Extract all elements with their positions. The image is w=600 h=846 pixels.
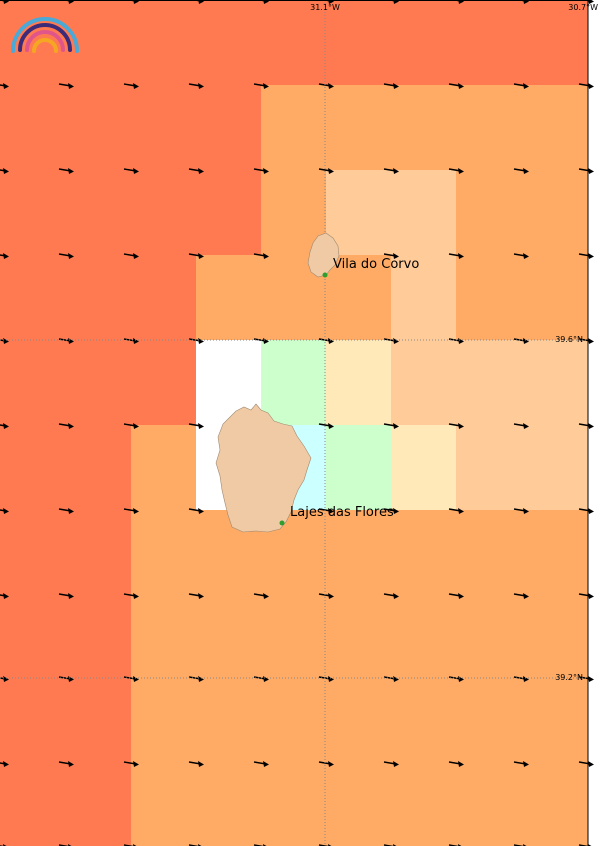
wind-arrow bbox=[58, 508, 74, 514]
wind-arrow bbox=[578, 761, 594, 767]
wind-arrow bbox=[123, 168, 139, 174]
wind-arrow bbox=[0, 168, 9, 174]
wind-arrow bbox=[123, 593, 139, 599]
wind-arrow bbox=[188, 83, 204, 89]
wind-arrow bbox=[383, 168, 399, 174]
wind-arrow bbox=[513, 761, 529, 767]
wind-arrow bbox=[383, 423, 399, 429]
wind-arrow bbox=[578, 83, 594, 89]
wind-arrow bbox=[0, 83, 9, 89]
place-label-lajes-das-flores[interactable]: Lajes das Flores bbox=[290, 505, 394, 520]
wind-arrow bbox=[513, 508, 529, 514]
wind-arrow bbox=[123, 761, 139, 767]
place-dot-vila-do-corvo bbox=[322, 272, 328, 278]
wind-arrow bbox=[448, 593, 464, 599]
wind-arrow bbox=[513, 593, 529, 599]
wind-arrow bbox=[123, 508, 139, 514]
wind-arrow bbox=[58, 423, 74, 429]
wind-arrow bbox=[253, 593, 269, 599]
wind-arrow bbox=[0, 676, 9, 682]
wind-arrow bbox=[123, 83, 139, 89]
island-flores bbox=[215, 403, 312, 533]
wind-arrow bbox=[188, 423, 204, 429]
wind-arrow bbox=[513, 423, 529, 429]
wind-arrow bbox=[188, 168, 204, 174]
wind-arrow bbox=[0, 761, 9, 767]
wind-arrow bbox=[578, 423, 594, 429]
wind-arrow bbox=[383, 253, 399, 259]
wind-arrow bbox=[448, 761, 464, 767]
wind-arrow bbox=[448, 508, 464, 514]
wind-arrow bbox=[188, 253, 204, 259]
wind-arrow bbox=[318, 423, 334, 429]
wind-arrow bbox=[58, 168, 74, 174]
wind-arrow bbox=[58, 593, 74, 599]
wind-arrow bbox=[383, 761, 399, 767]
wind-arrow bbox=[383, 83, 399, 89]
rainbow-logo bbox=[11, 17, 79, 53]
wind-arrow bbox=[188, 593, 204, 599]
place-label-vila-do-corvo[interactable]: Vila do Corvo bbox=[333, 257, 419, 272]
place-dot-lajes-das-flores bbox=[279, 520, 285, 526]
wind-arrow bbox=[383, 593, 399, 599]
lon-label-31-1: 31.1°W bbox=[310, 3, 340, 12]
wind-arrow bbox=[0, 593, 9, 599]
island-corvo bbox=[307, 232, 340, 278]
wind-arrow bbox=[578, 168, 594, 174]
wind-arrow bbox=[513, 253, 529, 259]
wind-arrow bbox=[123, 423, 139, 429]
wind-arrow bbox=[188, 508, 204, 514]
wind-arrow bbox=[448, 168, 464, 174]
wind-arrow bbox=[580, 0, 594, 4]
lon-label-30-7: 30.7°W bbox=[568, 3, 598, 12]
lat-label-39-2: 39.2°N bbox=[555, 673, 583, 682]
wind-arrow bbox=[383, 508, 399, 514]
wind-arrow bbox=[578, 253, 594, 259]
lat-label-39-6: 39.6°N bbox=[555, 335, 583, 344]
wind-arrow bbox=[513, 168, 529, 174]
wind-arrow bbox=[58, 83, 74, 89]
wind-arrow bbox=[448, 253, 464, 259]
wind-arrow bbox=[58, 761, 74, 767]
wind-arrow bbox=[448, 83, 464, 89]
wind-arrow bbox=[253, 253, 269, 259]
wind-arrow bbox=[0, 253, 9, 259]
wind-arrow bbox=[318, 168, 334, 174]
wind-arrow bbox=[253, 83, 269, 89]
wind-arrow bbox=[448, 423, 464, 429]
wind-arrow bbox=[58, 253, 74, 259]
wind-arrow bbox=[578, 593, 594, 599]
wind-arrow bbox=[188, 761, 204, 767]
wind-arrow bbox=[253, 761, 269, 767]
wind-arrow bbox=[123, 253, 139, 259]
wind-arrow bbox=[0, 338, 9, 344]
wind-arrow bbox=[0, 423, 9, 429]
wind-arrow bbox=[578, 508, 594, 514]
wind-arrow bbox=[0, 508, 9, 514]
wind-arrow bbox=[513, 83, 529, 89]
wind-arrow bbox=[253, 168, 269, 174]
